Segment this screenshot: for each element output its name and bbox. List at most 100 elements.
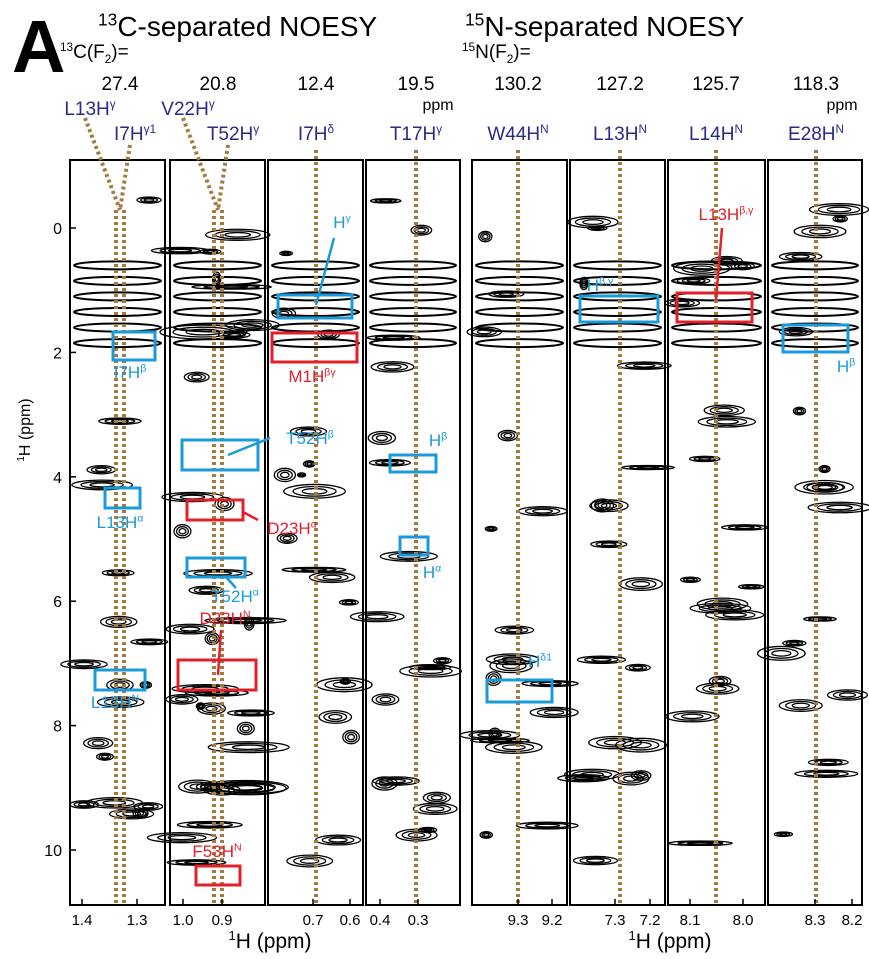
- contour: [671, 260, 762, 271]
- contour: [282, 535, 292, 541]
- contour: [110, 419, 130, 424]
- contour: [183, 781, 212, 792]
- annotation-box: [270, 331, 359, 364]
- x-tick-label: 1.0: [173, 912, 194, 929]
- contour: [95, 752, 114, 761]
- text-part: α: [137, 513, 143, 525]
- contour: [226, 783, 263, 791]
- contour: [543, 709, 565, 716]
- contour: [807, 501, 869, 514]
- contour: [688, 455, 721, 463]
- text-part: β: [441, 431, 447, 443]
- contour: [624, 362, 664, 369]
- contour: [222, 331, 246, 338]
- contour: [705, 609, 765, 621]
- text-part: H: [423, 563, 435, 582]
- contour: [573, 338, 662, 349]
- contour: [98, 417, 142, 425]
- contour: [137, 803, 159, 810]
- text-part: F53H: [192, 842, 234, 861]
- contour: [108, 808, 155, 820]
- strip-frame: [471, 159, 568, 906]
- contour: [484, 525, 498, 532]
- contour: [826, 206, 852, 213]
- contour: [817, 484, 833, 490]
- contour: [282, 251, 290, 255]
- contour: [342, 729, 360, 745]
- contour: [371, 693, 400, 706]
- contour: [323, 711, 348, 723]
- x-tick-label: 0.7: [303, 912, 324, 929]
- annotation-box: [578, 294, 660, 324]
- contour: [686, 278, 701, 283]
- contour: [226, 709, 275, 717]
- assignment-line: [216, 144, 230, 211]
- contour: [482, 233, 489, 240]
- x-tick-label: 8.1: [680, 912, 701, 929]
- annotation-box: [781, 323, 850, 354]
- text-part: N: [132, 693, 140, 705]
- contour: [572, 855, 619, 866]
- contour: [227, 332, 242, 337]
- annotation-label: D23HN: [199, 609, 250, 628]
- contour: [179, 494, 206, 500]
- contour: [344, 731, 358, 743]
- contour: [708, 675, 732, 687]
- contour: [110, 699, 131, 705]
- contour: [698, 457, 712, 461]
- annotation-leader: [242, 510, 259, 522]
- contour: [369, 291, 457, 302]
- contour: [583, 656, 619, 663]
- contour: [77, 802, 91, 807]
- assignment-label: L13Hγ: [64, 98, 115, 120]
- contour: [791, 702, 810, 709]
- shift-label: 12.4: [298, 74, 335, 95]
- contour: [179, 626, 201, 632]
- contour: [165, 623, 215, 635]
- contour: [205, 228, 271, 242]
- contour: [367, 430, 397, 445]
- ppm-label: ppm: [826, 97, 857, 114]
- contour: [734, 525, 755, 530]
- contour: [591, 657, 612, 662]
- annotation-box: [388, 453, 438, 474]
- contour: [633, 771, 649, 780]
- contour: [130, 638, 169, 646]
- contour: [682, 577, 698, 583]
- contour: [199, 248, 222, 255]
- text-part: C-separated NOESY: [117, 11, 377, 42]
- annotation-label: Hβ: [429, 431, 447, 450]
- contour: [671, 338, 762, 349]
- contour: [186, 821, 234, 828]
- contour: [143, 198, 155, 202]
- contour: [85, 796, 144, 809]
- y-tick-label: 4: [53, 470, 62, 487]
- contour: [582, 219, 604, 226]
- x-tick-label: 0.4: [370, 912, 391, 929]
- contour: [191, 374, 203, 380]
- contour: [300, 429, 317, 434]
- contour: [681, 278, 706, 284]
- contour: [573, 322, 662, 333]
- annotation-label: T52Hα: [211, 587, 259, 606]
- y-tick-label: 6: [53, 594, 62, 611]
- contour: [590, 540, 628, 549]
- contour: [410, 224, 433, 236]
- contour: [89, 482, 115, 488]
- annotation-box: [93, 668, 147, 692]
- contour: [94, 467, 108, 473]
- contour: [430, 794, 443, 801]
- contour: [98, 753, 112, 760]
- contour: [809, 228, 831, 235]
- annotation-box: [180, 438, 260, 472]
- text-part: H: [837, 357, 849, 376]
- contour: [773, 831, 794, 838]
- assignment-label: I7Hγ1: [114, 123, 156, 145]
- text-part: α: [435, 563, 441, 575]
- text-part: N: [734, 123, 743, 136]
- contour: [794, 407, 805, 415]
- contour: [821, 466, 828, 472]
- text-part: H (ppm): [236, 930, 312, 953]
- contour: [426, 793, 447, 803]
- text-part: W44H: [487, 124, 540, 145]
